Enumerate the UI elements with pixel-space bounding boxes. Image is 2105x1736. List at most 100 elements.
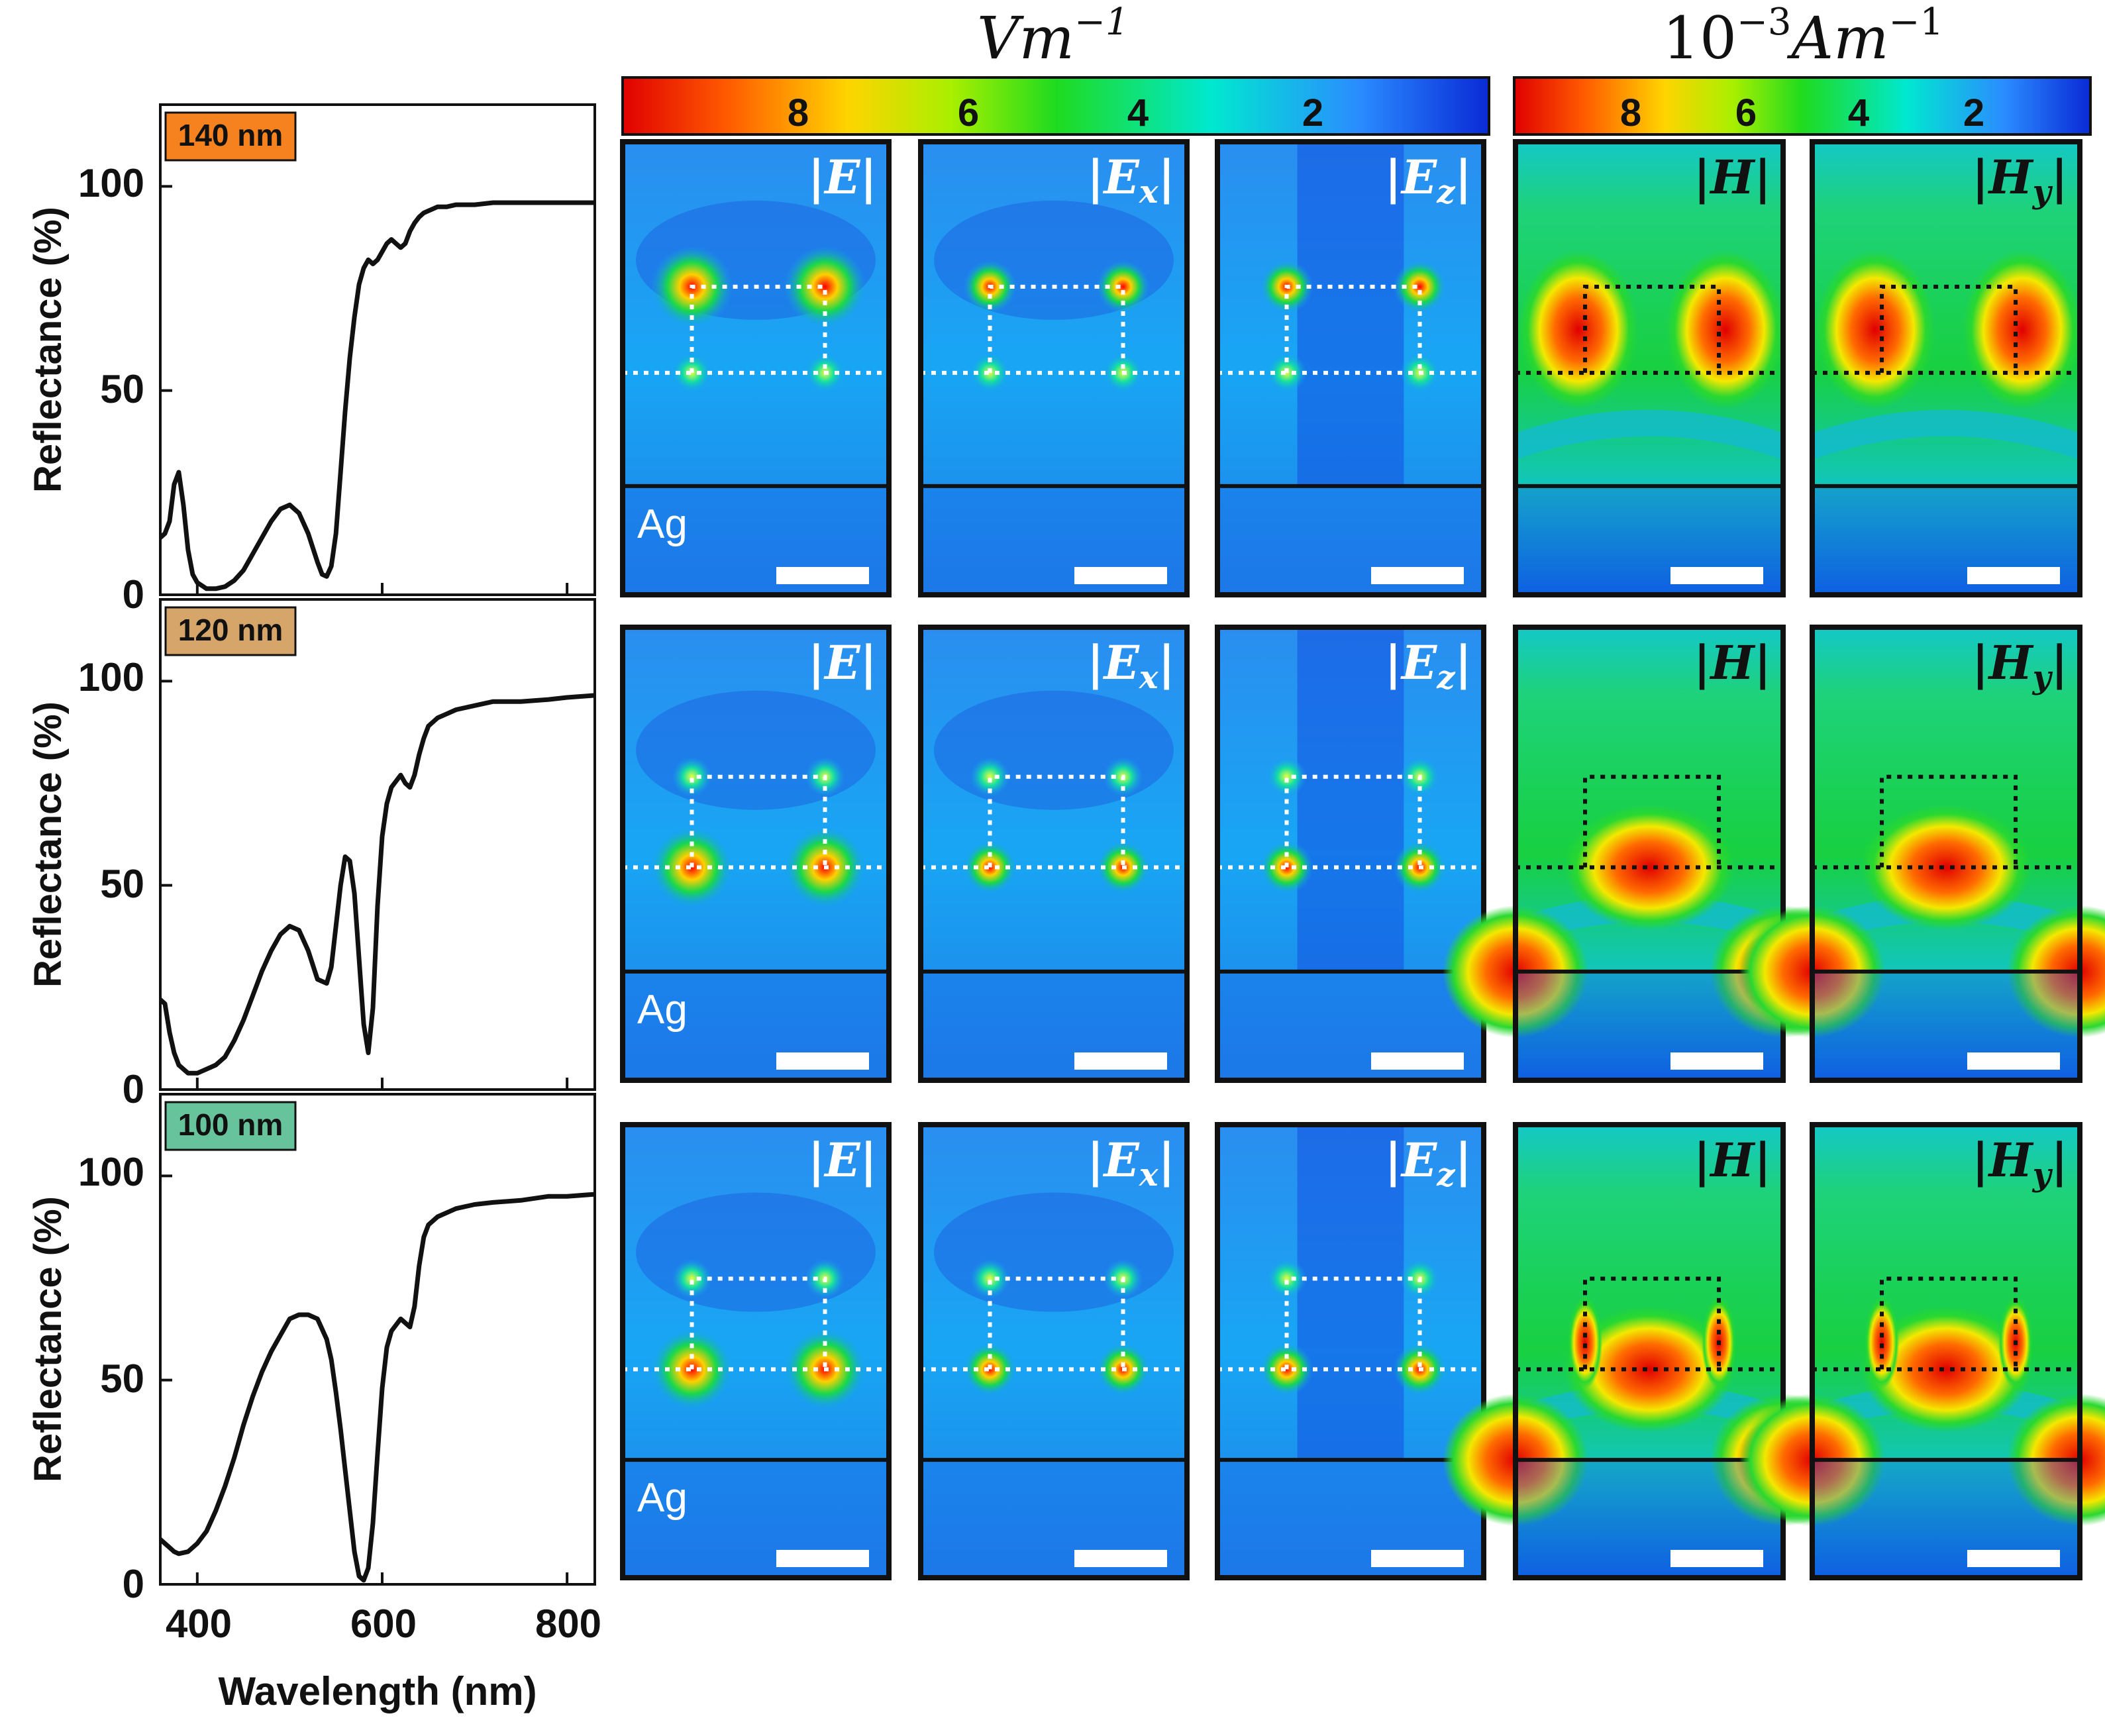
scale-bar <box>1670 567 1763 584</box>
panel-frame <box>1810 625 2082 1083</box>
series-clip <box>160 1192 595 1583</box>
x-tick-label: 600 <box>350 1602 417 1646</box>
particle-outline <box>1284 774 1422 868</box>
y-tick-label: 50 <box>100 862 144 906</box>
reflectance-plot-120nm <box>159 598 596 1091</box>
panel-frame <box>1513 1122 1786 1580</box>
field-band <box>1812 409 2080 460</box>
y-tick-label: 50 <box>100 367 144 411</box>
row-label-100nm: 100 nm <box>164 1101 297 1151</box>
scale-bar <box>1371 567 1464 584</box>
scale-bar <box>1967 1052 2060 1070</box>
x-axis-label: Wavelength (nm) <box>218 1669 537 1713</box>
field-label: |Ex| <box>1087 150 1175 211</box>
panel-frame <box>918 139 1190 597</box>
field-hotspot <box>1963 250 2082 409</box>
particle-outline <box>1583 1276 1721 1370</box>
particle-outline <box>988 284 1125 373</box>
row-label-text: 100 nm <box>178 1107 283 1142</box>
field-hotspot <box>1393 260 1447 313</box>
field-hotspot <box>1260 841 1313 894</box>
field-panel-h-100nm: |H| <box>1443 1122 1856 1580</box>
field-hotspot <box>650 826 733 909</box>
e-field-colorbar: Vm−1 8 6 4 2 <box>621 1 1490 136</box>
reflectance-series-line <box>160 1192 595 1583</box>
field-panel-ez-120nm: |Ez| <box>1215 625 1486 1083</box>
row-label-swatch <box>164 111 297 162</box>
panel-frame <box>620 625 892 1083</box>
panel-frame <box>1513 625 1786 1083</box>
field-label: |Ez| <box>1384 150 1472 211</box>
y-tick-labels: 100 50 0 100 50 0 100 50 0 <box>78 161 144 1606</box>
scale-bar <box>1074 1550 1167 1567</box>
panel-frame <box>918 625 1190 1083</box>
panel-frame <box>1215 1122 1486 1580</box>
h-colorbar-tick: 6 <box>1735 91 1757 134</box>
row-label-swatch <box>164 606 297 656</box>
y-tick-label: 50 <box>100 1356 144 1401</box>
scale-bar <box>1371 1550 1464 1567</box>
series-clip <box>160 200 595 591</box>
scale-bar <box>776 567 869 584</box>
e-colorbar-unit: Vm−1 <box>977 1 1129 72</box>
field-panel-ex-120nm: |Ex| <box>918 625 1190 1083</box>
h-colorbar-tick: 8 <box>1620 91 1641 134</box>
field-low-region <box>636 690 876 810</box>
e-colorbar-gradient <box>621 76 1490 136</box>
field-low-region <box>934 690 1174 810</box>
field-hotspot <box>1563 804 1735 931</box>
field-label: |Hy| <box>1972 150 2068 211</box>
particle-outline <box>1284 284 1422 373</box>
field-hotspot-small <box>672 1258 712 1299</box>
particle-outline <box>1880 774 2018 868</box>
e-colorbar-tick: 8 <box>788 91 809 134</box>
field-label: |E| <box>808 150 877 205</box>
field-low-region <box>636 1192 876 1312</box>
h-colorbar-unit: 10−3Am−1 <box>1663 1 1943 72</box>
y-tick-label: 100 <box>78 655 144 699</box>
field-label: |E| <box>808 1133 877 1188</box>
row-label-text: 120 nm <box>178 613 283 647</box>
field-label: |H| <box>1694 150 1771 205</box>
h-colorbar-tick: 2 <box>1963 91 1984 134</box>
h-field-colorbar: 10−3Am−1 8 6 4 2 <box>1513 1 2092 136</box>
h-colorbar-tick: 4 <box>1848 91 1869 134</box>
field-low-region <box>1297 1125 1404 1460</box>
field-panel-hy-140nm: |Hy| <box>1810 139 2082 597</box>
particle-outline <box>690 284 827 373</box>
field-label: |Hy| <box>1972 1133 2068 1194</box>
scale-bar <box>776 1550 869 1567</box>
y-axis-label: Reflectance (%) <box>26 701 70 988</box>
y-tick-label: 100 <box>78 1150 144 1194</box>
field-hotspot <box>1860 804 2032 931</box>
particle-outline <box>1880 284 2018 373</box>
field-hotspot-small <box>1266 1258 1307 1299</box>
field-panel-ez-140nm: |Ez| <box>1215 139 1486 597</box>
field-hotspot <box>1666 250 1786 409</box>
scale-bar <box>1670 1052 1763 1070</box>
plot-frame <box>159 103 596 596</box>
e-colorbar-tick: 2 <box>1302 91 1323 134</box>
panel-frame <box>1810 139 2082 597</box>
y-tick-label: 100 <box>78 161 144 205</box>
reflectance-plot-140nm <box>159 103 596 596</box>
scale-bar <box>1967 567 2060 584</box>
panel-frame <box>1215 139 1486 597</box>
particle-outline <box>1284 1276 1422 1370</box>
scale-bar <box>1074 1052 1167 1070</box>
x-tick-label: 400 <box>166 1602 232 1646</box>
scale-bar <box>1371 1052 1464 1070</box>
field-hotspot <box>1096 260 1150 313</box>
particle-outline <box>690 1276 827 1370</box>
particle-outline <box>988 1276 1125 1370</box>
plot-frame <box>159 1093 596 1586</box>
field-panel-e-120nm: Ag |E| <box>620 625 892 1083</box>
field-label: |Ex| <box>1087 1133 1175 1194</box>
panel-frame <box>620 139 892 597</box>
field-low-region <box>934 1192 1174 1312</box>
row-label-140nm: 140 nm <box>164 111 297 162</box>
field-hotspot-small <box>970 756 1010 797</box>
row-label-text: 140 nm <box>178 118 283 152</box>
field-hotspot <box>1860 1306 2032 1433</box>
